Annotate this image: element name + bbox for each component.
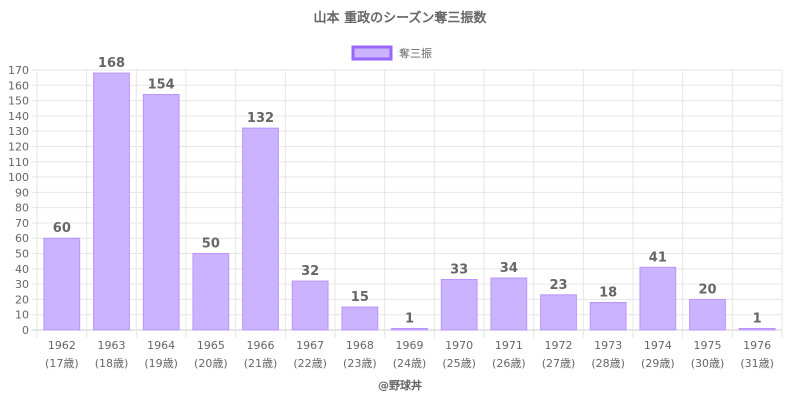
data-label: 50 xyxy=(202,237,220,252)
x-tick-sublabel: (21歳) xyxy=(244,357,278,370)
x-tick-label: 1973 xyxy=(594,339,622,352)
bar-1965[interactable] xyxy=(192,253,230,331)
x-tick-sublabel: (20歳) xyxy=(194,357,228,370)
y-tick-label: 160 xyxy=(8,79,29,92)
x-tick-sublabel: (25歳) xyxy=(442,357,476,370)
data-label: 23 xyxy=(549,278,567,293)
data-label: 18 xyxy=(599,285,617,300)
bar-1962[interactable] xyxy=(43,237,81,331)
x-tick-sublabel: (30歳) xyxy=(691,357,725,370)
chart-title: 山本 重政のシーズン奪三振数 xyxy=(314,10,488,26)
data-label: 34 xyxy=(500,261,518,276)
data-label: 20 xyxy=(698,282,716,297)
y-tick-label: 100 xyxy=(8,171,29,184)
bar-1964[interactable] xyxy=(142,93,180,331)
x-tick-label: 1969 xyxy=(396,339,424,352)
bar-1966[interactable] xyxy=(242,127,279,331)
legend[interactable]: 奪三振 xyxy=(351,45,432,61)
y-tick-label: 80 xyxy=(15,202,29,215)
x-tick-label: 1974 xyxy=(644,339,672,352)
x-tick-sublabel: (23歳) xyxy=(343,357,377,370)
data-label: 33 xyxy=(450,263,468,278)
y-tick-label: 20 xyxy=(15,293,29,306)
y-tick-label: 40 xyxy=(15,263,29,276)
data-label: 60 xyxy=(53,221,71,236)
x-tick-sublabel: (22歳) xyxy=(293,357,327,370)
footer-credit: @野球丼 xyxy=(378,378,422,392)
y-tick-label: 140 xyxy=(8,110,29,123)
x-tick-sublabel: (26歳) xyxy=(492,357,526,370)
bar-1968[interactable] xyxy=(341,306,379,331)
bar-1972[interactable] xyxy=(540,294,577,331)
y-tick-label: 0 xyxy=(22,324,29,337)
x-tick-label: 1967 xyxy=(296,339,324,352)
data-label: 1 xyxy=(405,311,414,326)
bars: 60 1962 (17歳) 168 1963 (18歳) 154 1964 (19歳) 50 196… xyxy=(43,56,776,370)
legend-label: 奪三振 xyxy=(399,46,432,60)
y-tick-label: 60 xyxy=(15,232,29,245)
y-tick-label: 50 xyxy=(15,248,29,261)
data-label: 154 xyxy=(148,77,175,92)
bar-1970[interactable] xyxy=(440,279,478,331)
y-tick-label: 130 xyxy=(8,125,29,138)
x-tick-sublabel: (27歳) xyxy=(542,357,576,370)
data-label: 15 xyxy=(351,290,369,305)
y-tick-label: 170 xyxy=(8,64,29,77)
x-tick-sublabel: (29歳) xyxy=(641,357,675,370)
bar-1963[interactable] xyxy=(93,72,130,331)
y-tick-label: 90 xyxy=(15,186,29,199)
x-tick-sublabel: (18歳) xyxy=(95,357,129,370)
x-tick-label: 1964 xyxy=(147,339,175,352)
x-tick-label: 1976 xyxy=(743,339,771,352)
y-tick-label: 10 xyxy=(15,309,29,322)
bar-1974[interactable] xyxy=(639,266,677,331)
x-tick-label: 1971 xyxy=(495,339,523,352)
x-tick-sublabel: (24歳) xyxy=(393,357,427,370)
y-tick-label: 110 xyxy=(8,156,29,169)
y-tick-label: 150 xyxy=(8,95,29,108)
legend-swatch xyxy=(351,45,393,61)
x-tick-sublabel: (19歳) xyxy=(144,357,178,370)
x-tick-label: 1972 xyxy=(545,339,573,352)
bar-1971[interactable] xyxy=(490,277,528,331)
data-label: 132 xyxy=(247,111,274,126)
x-tick-label: 1966 xyxy=(247,339,275,352)
y-tick-label: 30 xyxy=(15,278,29,291)
data-label: 1 xyxy=(753,311,762,326)
bar-1975[interactable] xyxy=(689,298,726,331)
x-tick-label: 1962 xyxy=(48,339,76,352)
bar-1973[interactable] xyxy=(589,301,627,331)
y-tick-label: 70 xyxy=(15,217,29,230)
x-tick-label: 1963 xyxy=(98,339,126,352)
y-tick-label: 120 xyxy=(8,140,29,153)
bar-1976[interactable] xyxy=(738,327,776,331)
data-label: 32 xyxy=(301,264,319,279)
x-tick-label: 1968 xyxy=(346,339,374,352)
x-tick-sublabel: (28歳) xyxy=(591,357,625,370)
x-tick-sublabel: (17歳) xyxy=(45,357,79,370)
data-label: 168 xyxy=(98,56,125,71)
x-tick-label: 1970 xyxy=(445,339,473,352)
x-tick-label: 1965 xyxy=(197,339,225,352)
x-tick-sublabel: (31歳) xyxy=(740,357,774,370)
data-label: 41 xyxy=(649,250,667,265)
x-tick-label: 1975 xyxy=(694,339,722,352)
bar-1969[interactable] xyxy=(391,327,428,331)
bar-1967[interactable] xyxy=(291,280,329,331)
